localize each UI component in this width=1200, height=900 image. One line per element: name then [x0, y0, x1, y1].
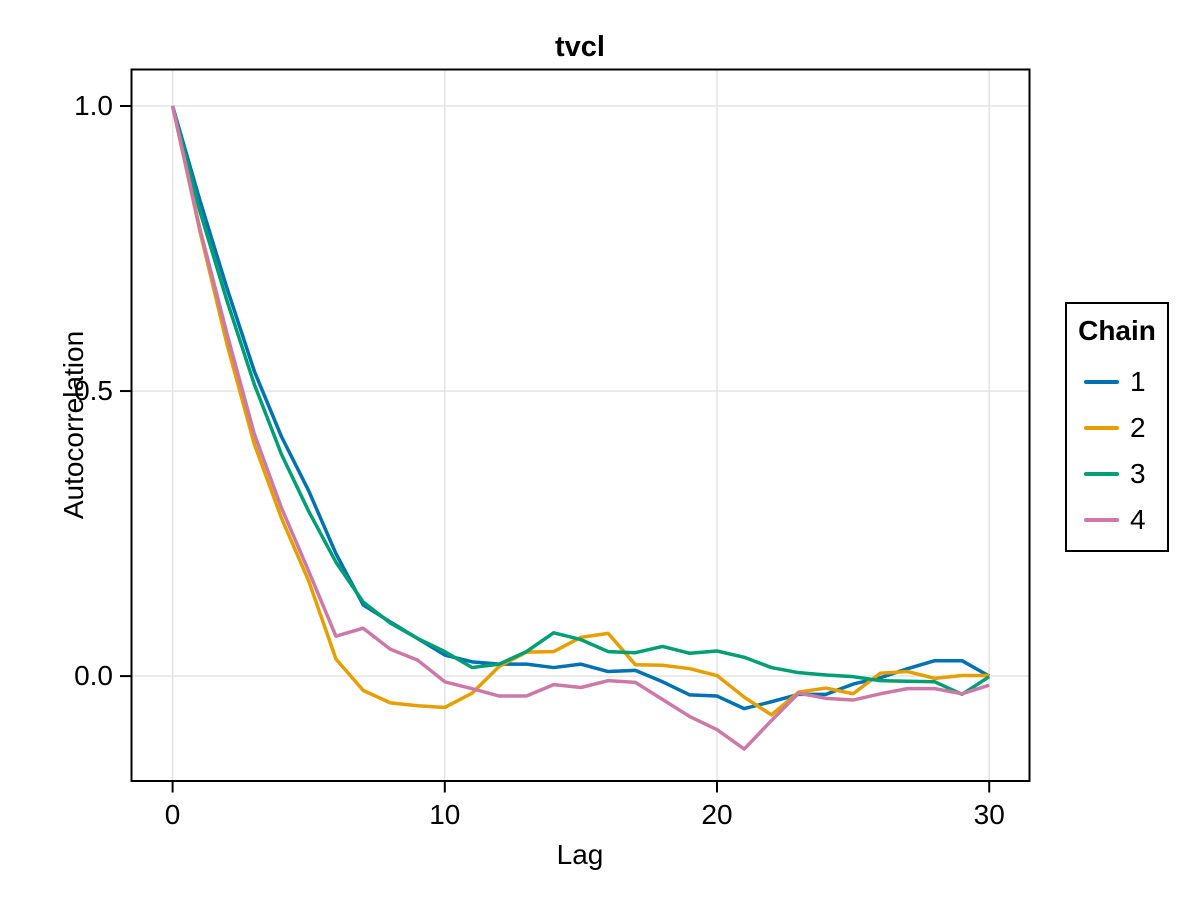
tick-marks	[120, 104, 991, 793]
x-tick-label: 20	[701, 799, 733, 830]
data-series	[170, 105, 991, 751]
series-line-chain-4	[170, 105, 990, 751]
x-axis-label: Lag	[556, 839, 604, 870]
x-tick-label: 30	[973, 799, 1005, 830]
series-line-chain-2	[170, 105, 990, 717]
series-line-chain-3	[170, 105, 991, 697]
legend-item-chain-1: 1	[1067, 367, 1167, 397]
legend-title: Chain	[1078, 315, 1156, 346]
legend-item-label: 1	[1130, 366, 1146, 397]
legend-item-label: 4	[1130, 504, 1146, 535]
y-tick-label: 0.5	[74, 375, 113, 407]
legend-line-swatch	[1084, 518, 1119, 522]
axes-spines	[130, 68, 1031, 782]
legend-line-swatch	[1084, 472, 1119, 476]
series-line-chain-1	[170, 105, 991, 711]
legend-line-swatch	[1084, 380, 1119, 384]
y-tick-label: 0.0	[74, 660, 113, 692]
legend-line-swatch	[1084, 426, 1119, 430]
legend-item-label: 3	[1130, 458, 1146, 489]
grid-lines	[131, 69, 1030, 781]
x-tick-label: 0	[164, 799, 181, 830]
x-tick-label: 10	[429, 799, 461, 830]
y-axis-label-text: Autocorrelation	[58, 330, 89, 520]
legend: Chain 1 2 3 4	[1065, 302, 1169, 552]
plot-border	[130, 68, 1031, 782]
legend-item-chain-2: 2	[1067, 413, 1167, 443]
y-tick-label: 1.0	[74, 89, 113, 121]
legend-item-chain-3: 3	[1067, 459, 1167, 489]
legend-item-label: 2	[1130, 412, 1146, 443]
chart-title: tvcl	[555, 31, 605, 63]
legend-item-chain-4: 4	[1067, 505, 1167, 535]
